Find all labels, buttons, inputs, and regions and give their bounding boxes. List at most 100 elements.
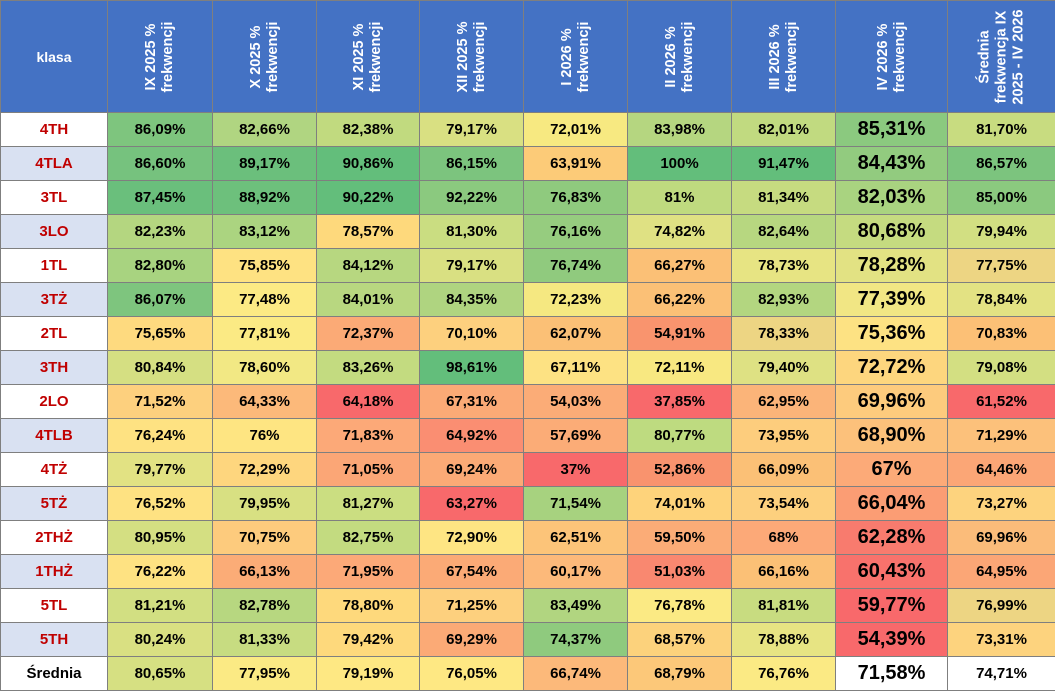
- attendance-cell: 83,49%: [524, 589, 628, 623]
- class-label: 5TŻ: [1, 487, 108, 521]
- attendance-cell: 54,39%: [836, 623, 948, 657]
- attendance-cell: 74,82%: [628, 215, 732, 249]
- attendance-cell: 68%: [732, 521, 836, 555]
- attendance-cell: 85,31%: [836, 113, 948, 147]
- attendance-cell: 64,46%: [948, 453, 1055, 487]
- attendance-cell: 81,34%: [732, 181, 836, 215]
- attendance-cell: 66,74%: [524, 657, 628, 691]
- header-label: XI 2025 % frekwencji: [351, 4, 385, 110]
- attendance-cell: 76,22%: [108, 555, 213, 589]
- class-label: 4TH: [1, 113, 108, 147]
- attendance-cell: 78,28%: [836, 249, 948, 283]
- attendance-cell: 74,37%: [524, 623, 628, 657]
- attendance-cell: 80,95%: [108, 521, 213, 555]
- attendance-cell: 86,57%: [948, 147, 1055, 181]
- attendance-cell: 74,71%: [948, 657, 1055, 691]
- attendance-cell: 77,39%: [836, 283, 948, 317]
- header-label: IV 2026 % frekwencji: [875, 4, 909, 110]
- class-label: 5TL: [1, 589, 108, 623]
- class-label: 3TL: [1, 181, 108, 215]
- attendance-cell: 72,23%: [524, 283, 628, 317]
- attendance-cell: 80,68%: [836, 215, 948, 249]
- attendance-cell: 79,17%: [420, 113, 524, 147]
- class-label: 3TŻ: [1, 283, 108, 317]
- attendance-cell: 72,01%: [524, 113, 628, 147]
- attendance-cell: 69,96%: [836, 385, 948, 419]
- attendance-cell: 69,29%: [420, 623, 524, 657]
- attendance-cell: 98,61%: [420, 351, 524, 385]
- attendance-cell: 86,09%: [108, 113, 213, 147]
- attendance-cell: 67%: [836, 453, 948, 487]
- attendance-cell: 76,83%: [524, 181, 628, 215]
- attendance-cell: 79,40%: [732, 351, 836, 385]
- attendance-cell: 68,79%: [628, 657, 732, 691]
- header-klasa: klasa: [1, 1, 108, 113]
- attendance-cell: 72,11%: [628, 351, 732, 385]
- attendance-cell: 75,36%: [836, 317, 948, 351]
- attendance-cell: 83,12%: [213, 215, 317, 249]
- attendance-cell: 87,45%: [108, 181, 213, 215]
- header-label: Średnia frekwencja IX 2025 - IV 2026: [976, 4, 1027, 110]
- header-month: I 2026 % frekwencji: [524, 1, 628, 113]
- class-label: 1THŻ: [1, 555, 108, 589]
- attendance-cell: 71,52%: [108, 385, 213, 419]
- attendance-cell: 61,52%: [948, 385, 1055, 419]
- attendance-cell: 77,95%: [213, 657, 317, 691]
- attendance-cell: 63,27%: [420, 487, 524, 521]
- attendance-cell: 79,19%: [317, 657, 420, 691]
- attendance-cell: 79,77%: [108, 453, 213, 487]
- attendance-cell: 66,27%: [628, 249, 732, 283]
- header-month: IX 2025 % frekwencji: [108, 1, 213, 113]
- attendance-cell: 57,69%: [524, 419, 628, 453]
- attendance-cell: 80,24%: [108, 623, 213, 657]
- attendance-cell: 86,60%: [108, 147, 213, 181]
- attendance-cell: 62,95%: [732, 385, 836, 419]
- attendance-cell: 64,18%: [317, 385, 420, 419]
- attendance-cell: 78,57%: [317, 215, 420, 249]
- attendance-cell: 82,80%: [108, 249, 213, 283]
- attendance-cell: 70,10%: [420, 317, 524, 351]
- class-label: 3TH: [1, 351, 108, 385]
- header-label: III 2026 % frekwencji: [767, 4, 801, 110]
- header-label: X 2025 % frekwencji: [248, 4, 282, 110]
- attendance-cell: 71,95%: [317, 555, 420, 589]
- attendance-cell: 71,54%: [524, 487, 628, 521]
- attendance-cell: 81,33%: [213, 623, 317, 657]
- attendance-cell: 90,86%: [317, 147, 420, 181]
- header-month: X 2025 % frekwencji: [213, 1, 317, 113]
- attendance-cell: 82,66%: [213, 113, 317, 147]
- attendance-cell: 64,33%: [213, 385, 317, 419]
- attendance-cell: 52,86%: [628, 453, 732, 487]
- attendance-cell: 71,58%: [836, 657, 948, 691]
- attendance-cell: 76,24%: [108, 419, 213, 453]
- attendance-cell: 67,31%: [420, 385, 524, 419]
- attendance-cell: 82,93%: [732, 283, 836, 317]
- attendance-cell: 81,30%: [420, 215, 524, 249]
- header-month: XII 2025 % frekwencji: [420, 1, 524, 113]
- attendance-cell: 86,15%: [420, 147, 524, 181]
- class-label: Średnia: [1, 657, 108, 691]
- attendance-cell: 76,76%: [732, 657, 836, 691]
- header-month: III 2026 % frekwencji: [732, 1, 836, 113]
- attendance-cell: 78,60%: [213, 351, 317, 385]
- attendance-cell: 78,84%: [948, 283, 1055, 317]
- attendance-cell: 73,54%: [732, 487, 836, 521]
- header-average: Średnia frekwencja IX 2025 - IV 2026: [948, 1, 1055, 113]
- attendance-cell: 82,38%: [317, 113, 420, 147]
- attendance-cell: 64,92%: [420, 419, 524, 453]
- header-label: XII 2025 % frekwencji: [455, 4, 489, 110]
- attendance-cell: 81,81%: [732, 589, 836, 623]
